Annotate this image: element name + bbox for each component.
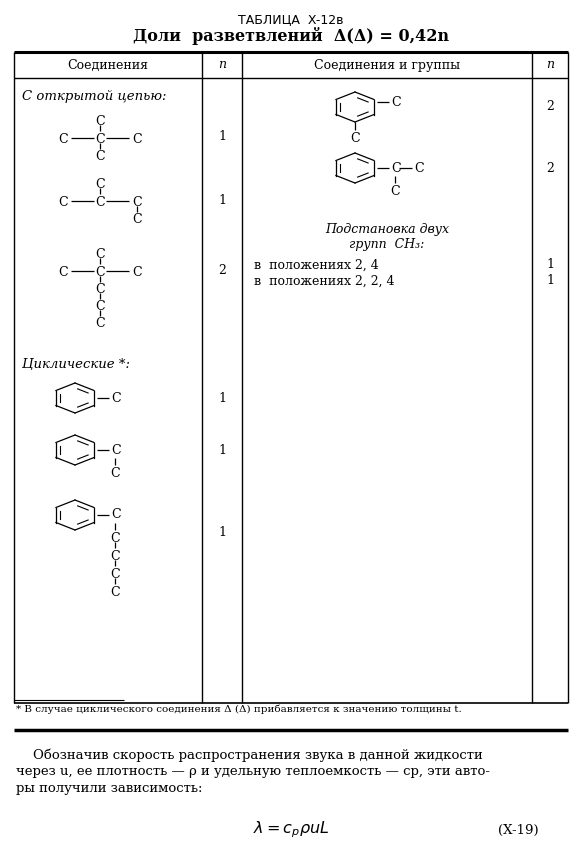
Text: Доли  разветвлений  Δ(Δ) = 0,42n: Доли разветвлений Δ(Δ) = 0,42n [133,27,449,45]
Text: в  положениях 2, 2, 4: в положениях 2, 2, 4 [254,275,395,288]
Text: C: C [95,300,105,313]
Text: * В случае циклического соединения Δ (Δ) прибавляется к значению толщины t.: * В случае циклического соединения Δ (Δ)… [16,704,462,714]
Text: 1: 1 [546,275,554,288]
Text: 2: 2 [218,263,226,276]
Text: С открытой цепью:: С открытой цепью: [22,90,166,103]
Text: C: C [110,532,120,545]
Text: C: C [95,178,105,191]
Text: C: C [95,133,105,146]
Text: (X-19): (X-19) [498,823,538,837]
Text: 2: 2 [546,162,554,175]
Text: Соединения и группы: Соединения и группы [314,59,460,71]
Text: C: C [414,162,424,175]
Text: C: C [110,586,120,599]
Text: C: C [111,509,120,522]
Text: C: C [132,196,142,209]
Text: 1: 1 [218,131,226,144]
Text: 1: 1 [546,258,554,271]
Text: Соединения: Соединения [68,59,148,71]
Text: C: C [95,115,105,128]
Text: n: n [546,59,554,71]
Text: Обозначив скорость распространения звука в данной жидкости: Обозначив скорость распространения звука… [16,748,482,761]
Text: 1: 1 [218,392,226,405]
Text: C: C [58,196,68,209]
Text: C: C [95,283,105,296]
Text: C: C [111,392,120,405]
Text: Подстановка двух: Подстановка двух [325,223,449,236]
Text: ТАБЛИЦА  X-12в: ТАБЛИЦА X-12в [238,13,344,26]
Text: C: C [95,317,105,330]
Text: C: C [390,185,400,198]
Text: C: C [110,568,120,581]
Text: n: n [218,59,226,71]
Text: Циклические *:: Циклические *: [22,358,130,371]
Text: C: C [95,150,105,163]
Text: 1: 1 [218,194,226,207]
Text: через u, ее плотность — ρ и удельную теплоемкость — cp, эти авто-: через u, ее плотность — ρ и удельную теп… [16,765,490,778]
Text: C: C [95,196,105,209]
Text: C: C [95,248,105,261]
Text: ры получили зависимость:: ры получили зависимость: [16,782,203,795]
Text: C: C [110,550,120,563]
Text: C: C [111,443,120,456]
Text: C: C [391,96,400,108]
Text: в  положениях 2, 4: в положениях 2, 4 [254,259,379,272]
Text: $\lambda = c_p\rho u L$: $\lambda = c_p\rho u L$ [253,820,329,840]
Text: C: C [58,133,68,146]
Text: C: C [95,266,105,279]
Text: групп  СН₃:: групп СН₃: [349,238,425,251]
Text: C: C [132,266,142,279]
Text: C: C [391,162,400,175]
Text: C: C [350,132,360,145]
Text: 1: 1 [218,526,226,540]
Text: C: C [132,133,142,146]
Text: C: C [132,213,142,226]
Text: C: C [58,266,68,279]
Text: C: C [110,467,120,480]
Text: 2: 2 [546,101,554,114]
Text: 1: 1 [218,443,226,456]
